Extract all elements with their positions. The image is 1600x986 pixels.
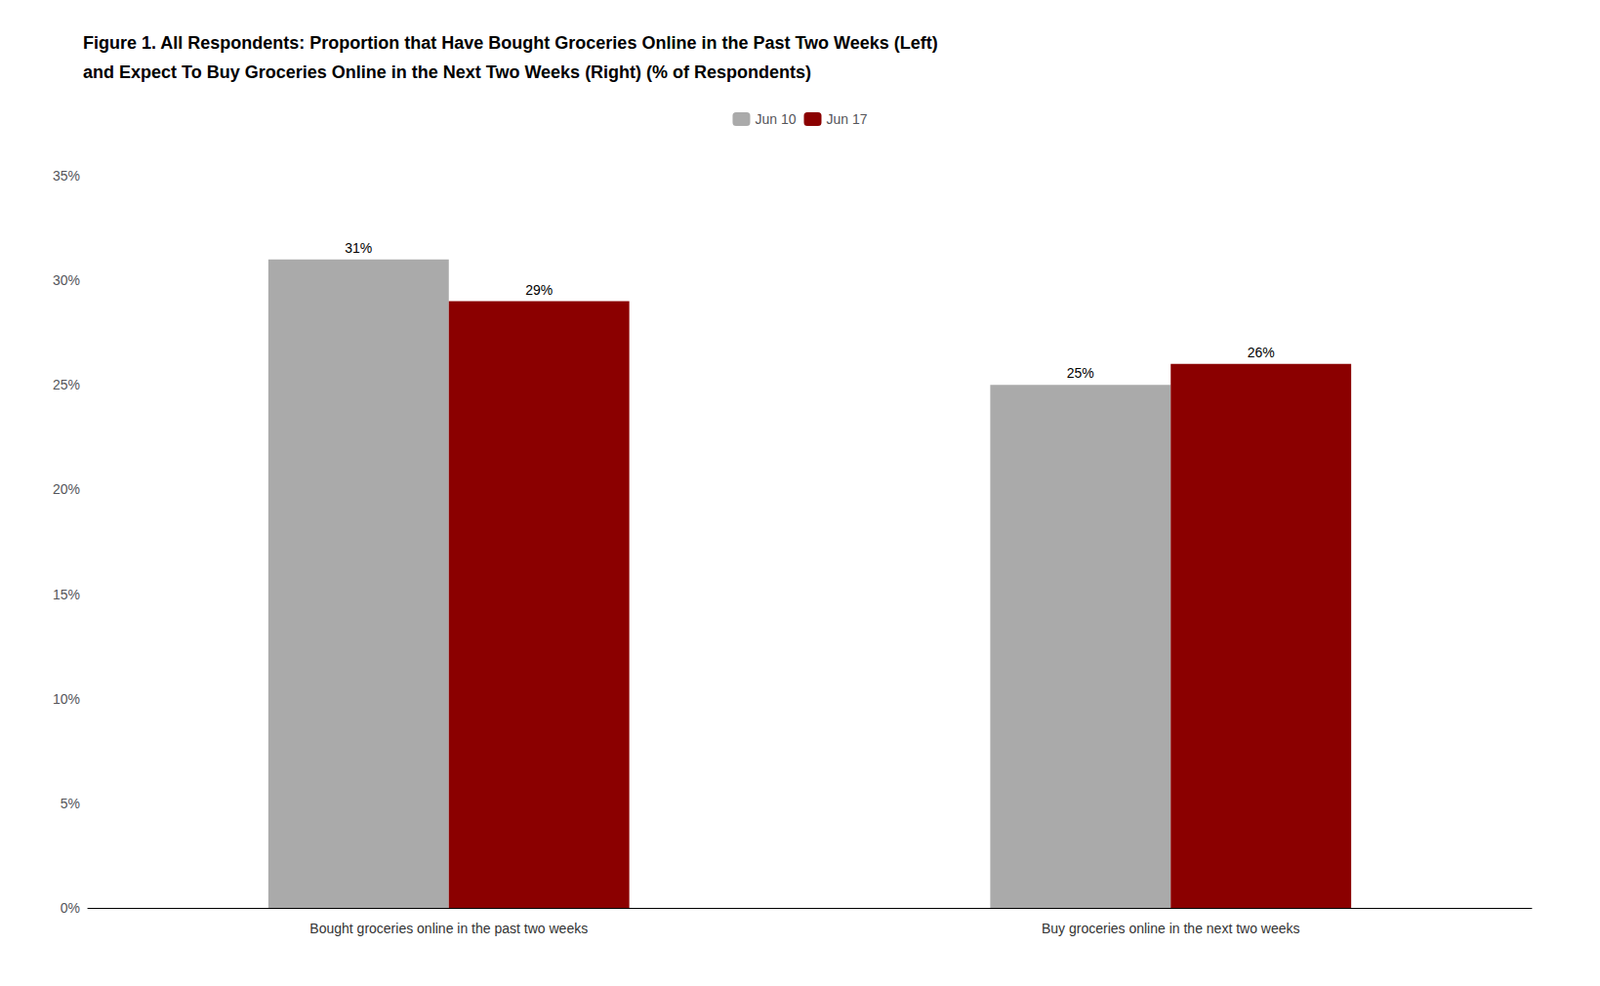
svg-text:25%: 25% xyxy=(1066,365,1095,381)
svg-text:Jun 17: Jun 17 xyxy=(826,111,868,127)
svg-text:Buy groceries online in the ne: Buy groceries online in the next two wee… xyxy=(1041,920,1301,937)
svg-text:10%: 10% xyxy=(52,691,81,707)
svg-text:Bought groceries online in the: Bought groceries online in the past two … xyxy=(309,920,588,937)
svg-text:Figure 1. All Respondents: Pro: Figure 1. All Respondents: Proportion th… xyxy=(82,33,939,53)
svg-text:26%: 26% xyxy=(1247,344,1275,361)
svg-text:0%: 0% xyxy=(60,900,81,916)
svg-text:and Expect To Buy Groceries On: and Expect To Buy Groceries Online in th… xyxy=(82,62,812,83)
svg-text:5%: 5% xyxy=(60,795,81,812)
svg-text:Jun 10: Jun 10 xyxy=(754,111,796,127)
svg-text:35%: 35% xyxy=(52,167,81,184)
svg-text:15%: 15% xyxy=(52,586,81,603)
svg-text:31%: 31% xyxy=(344,240,372,256)
svg-text:20%: 20% xyxy=(52,481,81,497)
svg-text:25%: 25% xyxy=(52,376,81,393)
svg-text:30%: 30% xyxy=(52,272,81,288)
svg-text:29%: 29% xyxy=(525,282,553,298)
